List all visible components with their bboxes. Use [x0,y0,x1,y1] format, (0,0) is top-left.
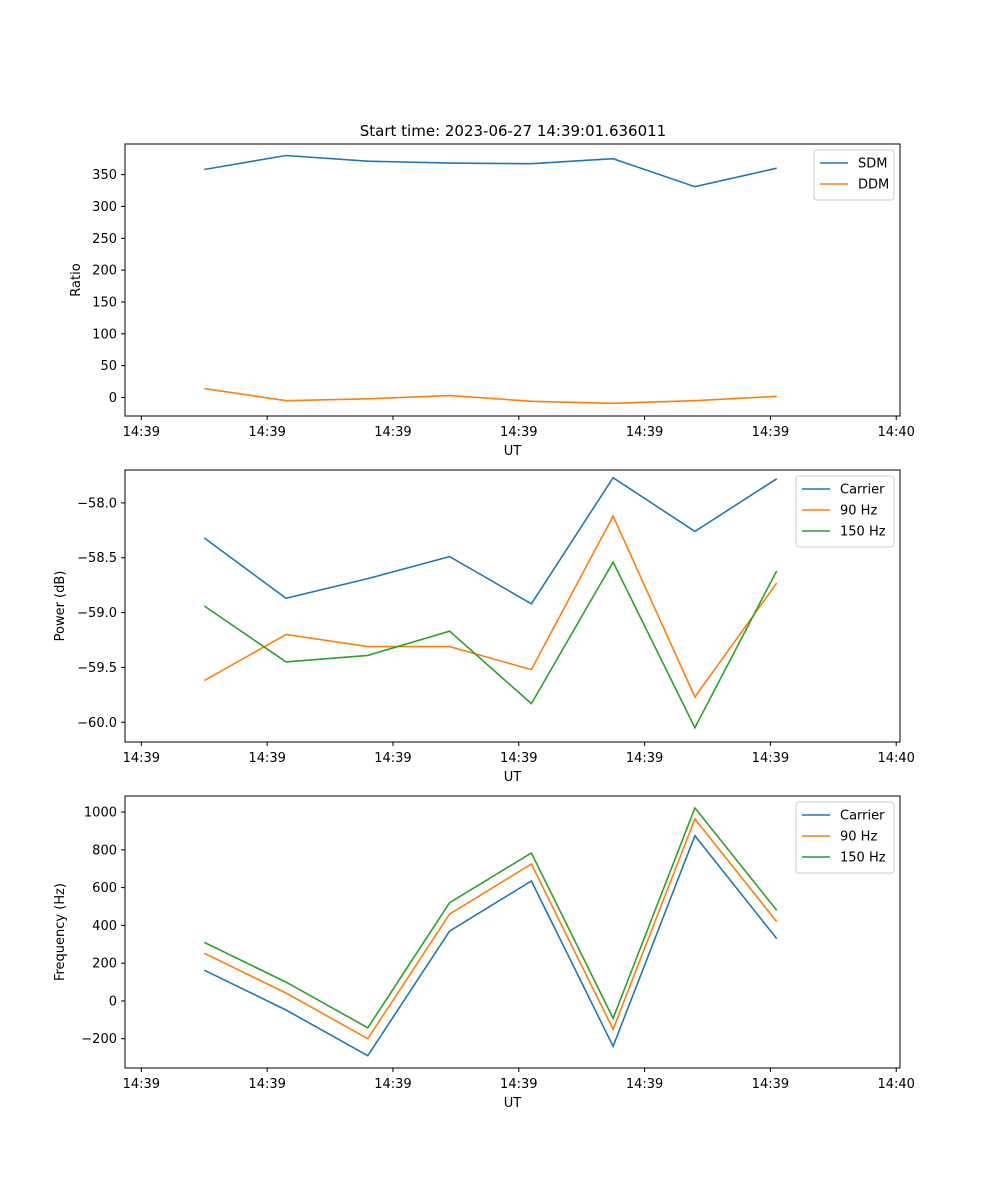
ratio-y-tick-label: 250 [92,232,117,247]
frequency-y-axis-label: Frequency (Hz) [53,883,68,981]
ratio-y-axis-label: Ratio [69,263,84,296]
power-y-tick-label: −59.5 [77,661,117,676]
power-x-tick-label: 14:39 [248,751,285,766]
power-panel: 14:39 14:39 14:39 14:39 14:39 14:39 14:40 −60.0… [53,469,915,785]
power-series-90-hz-line [203,514,778,699]
ratio-legend-label: SDM [858,157,887,172]
frequency-x-tick-label: 14:39 [123,1077,160,1092]
frequency-x-tick-label: 14:40 [877,1077,914,1092]
frequency-panel: 14:39 14:39 14:39 14:39 14:39 14:39 14:40 −200 0… [53,795,915,1111]
ratio-x-tick-label: 14:39 [248,425,285,440]
power-legend [795,475,895,548]
ratio-series-sdm-line [204,154,777,188]
power-y-tick-label: −60.0 [77,716,117,731]
power-x-tick-label: 14:39 [374,751,411,766]
frequency-y-tick-label: 400 [92,919,117,934]
ratio-panel: 14:39 14:39 14:39 14:39 14:39 14:39 14:40 0 50 10… [69,143,915,459]
frequency-y-tick-label: 600 [92,881,117,896]
ratio-legend-label: DDM [858,178,889,193]
frequency-series-90-hz-line [203,817,778,1040]
ratio-y-tick-label: 50 [100,359,117,374]
power-x-tick-label: 14:39 [500,751,537,766]
frequency-series-150-hz-line [203,806,778,1029]
power-legend-label: 150 Hz [840,525,886,540]
ratio-x-tick-label: 14:39 [752,425,789,440]
frequency-y-tick-label: 1000 [84,806,117,821]
power-x-tick-label: 14:39 [123,751,160,766]
frequency-legend-label: Carrier [840,809,885,824]
frequency-x-tick-label: 14:39 [374,1077,411,1092]
frequency-legend [795,801,895,874]
chart-title: Start time: 2023-06-27 14:39:01.636011 [360,122,666,140]
power-y-tick-label: −58.0 [77,496,117,511]
power-x-tick-label: 14:39 [626,751,663,766]
frequency-y-tick-label: −200 [81,1032,117,1047]
frequency-x-axis-label: UT [504,1096,522,1111]
power-legend-label: 90 Hz [840,504,877,519]
ratio-x-tick-label: 14:39 [626,425,663,440]
frequency-series-carrier-line [203,834,778,1057]
ratio-x-tick-label: 14:40 [877,425,914,440]
frequency-x-tick-label: 14:39 [500,1077,537,1092]
power-legend-label: Carrier [840,483,885,498]
ratio-y-tick-label: 0 [109,391,117,406]
frequency-x-tick-label: 14:39 [248,1077,285,1092]
frequency-y-tick-label: 800 [92,843,117,858]
frequency-x-tick-label: 14:39 [752,1077,789,1092]
ratio-x-tick-label: 14:39 [500,425,537,440]
ratio-x-tick-label: 14:39 [374,425,411,440]
ratio-series-ddm-line [204,387,777,405]
power-x-axis-label: UT [504,770,522,785]
power-x-tick-label: 14:39 [752,751,789,766]
power-x-tick-label: 14:40 [877,751,914,766]
ratio-y-tick-label: 200 [92,264,117,279]
frequency-y-tick-label: 0 [109,994,117,1009]
power-y-tick-label: −59.0 [77,606,117,621]
ratio-y-tick-label: 150 [92,295,117,310]
frequency-x-tick-label: 14:39 [626,1077,663,1092]
ratio-y-tick-label: 300 [92,200,117,215]
power-series-150-hz-line [203,560,778,730]
ratio-x-axis-label: UT [504,444,522,459]
power-y-tick-label: −58.5 [77,551,117,566]
ratio-axes-frame [124,143,901,417]
power-series-carrier-line [203,476,778,605]
ratio-x-tick-label: 14:39 [123,425,160,440]
frequency-axes-frame [124,795,901,1069]
ratio-y-tick-label: 100 [92,327,117,342]
power-y-axis-label: Power (dB) [53,571,68,642]
frequency-legend-label: 90 Hz [840,830,877,845]
ratio-y-tick-label: 350 [92,168,117,183]
frequency-legend-label: 150 Hz [840,851,886,866]
power-axes-frame [124,469,901,743]
frequency-y-tick-label: 200 [92,957,117,972]
